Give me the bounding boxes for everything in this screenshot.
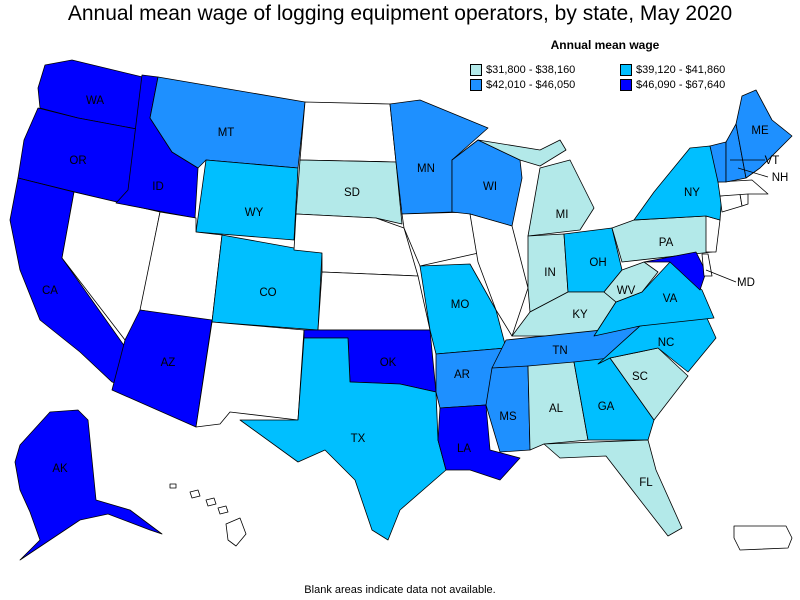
legend-item-bin-2: $39,120 - $41,860 bbox=[620, 64, 760, 76]
state-DE[interactable] bbox=[701, 253, 713, 277]
state-ME[interactable] bbox=[735, 89, 793, 179]
legend-label-bin-1: $31,800 - $38,160 bbox=[486, 64, 576, 76]
state-AL[interactable] bbox=[527, 361, 589, 451]
legend-item-bin-1: $31,800 - $38,160 bbox=[470, 64, 620, 76]
state-NM[interactable] bbox=[195, 321, 305, 428]
state-label-WI: WI bbox=[483, 181, 497, 193]
state-PR[interactable] bbox=[733, 525, 793, 551]
legend-swatch-bin-2 bbox=[620, 64, 632, 76]
state-AK[interactable] bbox=[14, 409, 163, 561]
footnote: Blank areas indicate data not available. bbox=[304, 584, 496, 596]
state-label-AL: AL bbox=[549, 403, 564, 415]
state-MS[interactable] bbox=[485, 365, 531, 453]
leader-lines bbox=[705, 159, 769, 283]
state-label-MD: MD bbox=[737, 277, 755, 289]
legend-label-bin-4: $46,090 - $67,640 bbox=[636, 79, 726, 91]
state-label-IN: IN bbox=[544, 267, 556, 279]
state-NJ[interactable] bbox=[705, 215, 721, 253]
state-label-WV: WV bbox=[617, 285, 636, 297]
state-label-AZ: AZ bbox=[161, 357, 176, 369]
state-label-MO: MO bbox=[451, 299, 470, 311]
state-label-SC: SC bbox=[632, 371, 648, 383]
state-label-MS: MS bbox=[499, 411, 517, 423]
state-label-NH: NH bbox=[772, 172, 789, 184]
state-label-OK: OK bbox=[380, 357, 397, 369]
state-label-TX: TX bbox=[351, 433, 366, 445]
state-label-TN: TN bbox=[552, 345, 567, 357]
state-label-WY: WY bbox=[245, 207, 264, 219]
state-MD[interactable] bbox=[643, 251, 707, 291]
state-LA[interactable] bbox=[437, 404, 521, 481]
state-KS[interactable] bbox=[317, 271, 431, 331]
legend-item-bin-3: $42,010 - $46,050 bbox=[470, 79, 620, 91]
state-label-ME: ME bbox=[751, 125, 769, 137]
legend-item-bin-4: $46,090 - $67,640 bbox=[620, 79, 760, 91]
legend-swatch-bin-4 bbox=[620, 79, 632, 91]
state-AZ[interactable] bbox=[111, 309, 213, 428]
state-SD[interactable] bbox=[295, 159, 403, 225]
state-CT[interactable] bbox=[719, 193, 743, 213]
state-label-VT: VT bbox=[765, 155, 780, 167]
legend-label-bin-2: $39,120 - $41,860 bbox=[636, 64, 726, 76]
state-label-NY: NY bbox=[684, 187, 700, 199]
state-label-PA: PA bbox=[659, 237, 674, 249]
legend-items: $31,800 - $38,160 $39,120 - $41,860 $42,… bbox=[470, 64, 760, 91]
state-label-MN: MN bbox=[417, 163, 435, 175]
state-labels: WA OR CA ID MT WY CO AZ SD OK TX MN WI M… bbox=[42, 95, 788, 489]
state-MI[interactable] bbox=[477, 139, 595, 237]
state-label-GA: GA bbox=[598, 401, 615, 413]
state-label-LA: LA bbox=[457, 443, 471, 455]
state-FL[interactable] bbox=[543, 439, 683, 537]
state-NY[interactable] bbox=[633, 145, 723, 221]
state-MA[interactable] bbox=[717, 179, 769, 197]
state-label-AR: AR bbox=[454, 369, 470, 381]
state-label-OH: OH bbox=[589, 257, 606, 269]
legend-label-bin-3: $42,010 - $46,050 bbox=[486, 79, 576, 91]
state-ND[interactable] bbox=[299, 101, 397, 163]
legend-swatch-bin-3 bbox=[470, 79, 482, 91]
state-label-VA: VA bbox=[663, 293, 678, 305]
map-title: Annual mean wage of logging equipment op… bbox=[67, 2, 733, 25]
state-label-OR: OR bbox=[69, 155, 86, 167]
legend: Annual mean wage $31,800 - $38,160 $39,1… bbox=[470, 38, 760, 91]
state-label-AK: AK bbox=[52, 463, 68, 475]
state-label-FL: FL bbox=[639, 477, 653, 489]
state-label-CA: CA bbox=[42, 285, 58, 297]
state-label-WA: WA bbox=[86, 95, 104, 107]
legend-title: Annual mean wage bbox=[550, 38, 660, 52]
state-label-SD: SD bbox=[344, 187, 360, 199]
state-WY[interactable] bbox=[195, 159, 299, 241]
state-HI[interactable] bbox=[169, 483, 247, 547]
state-label-KY: KY bbox=[572, 309, 588, 321]
state-label-ID: ID bbox=[152, 181, 164, 193]
state-WV[interactable] bbox=[603, 261, 659, 303]
state-label-CO: CO bbox=[259, 287, 276, 299]
legend-swatch-bin-1 bbox=[470, 64, 482, 76]
state-label-MT: MT bbox=[218, 127, 235, 139]
state-TX[interactable] bbox=[239, 337, 447, 541]
state-label-MI: MI bbox=[556, 209, 569, 221]
state-label-NC: NC bbox=[658, 337, 675, 349]
